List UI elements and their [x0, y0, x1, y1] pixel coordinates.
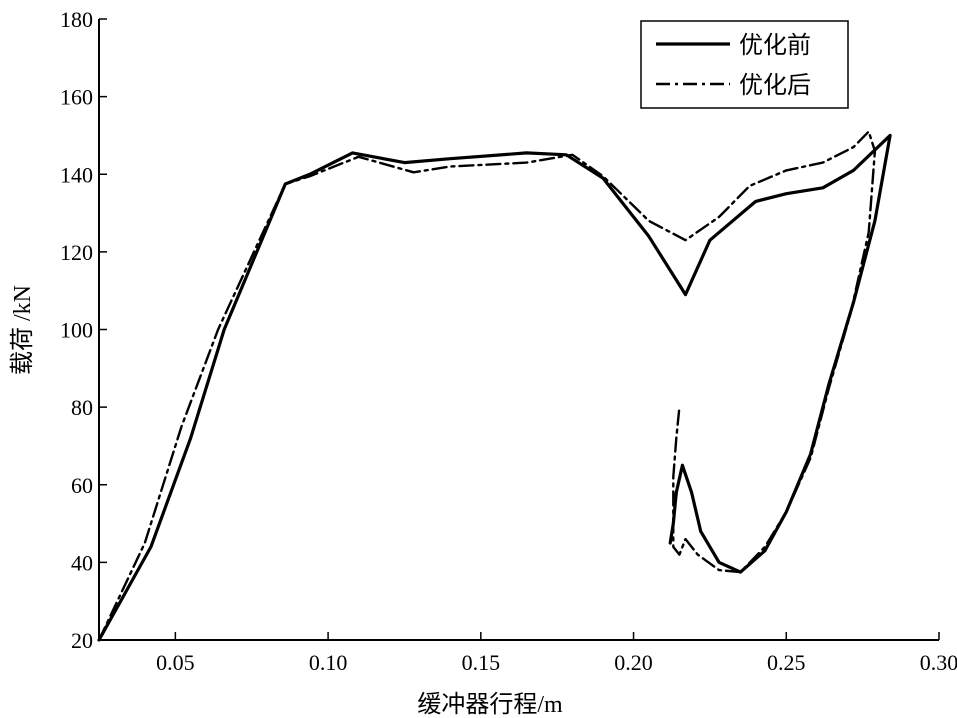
axes: 20 40 60 80 100 120 140 160 180 0.05 0.10 0.15 0.20 0…	[60, 7, 957, 675]
legend-label-before: 优化前	[739, 32, 811, 59]
x-tick-label: 0.25	[767, 650, 806, 675]
legend-box	[640, 20, 849, 109]
legend: 优化前 优化后	[640, 20, 849, 109]
x-tick-label: 0.05	[156, 650, 195, 675]
x-tick-label: 0.20	[614, 650, 653, 675]
y-tick-label: 20	[71, 628, 93, 653]
y-tick-label: 120	[60, 240, 93, 265]
x-tick-label: 0.15	[462, 650, 501, 675]
series-line-before	[97, 133, 892, 642]
y-axis-label: 载荷 /kN	[9, 285, 36, 375]
x-tick-label: 0.10	[309, 650, 348, 675]
y-tick-label: 140	[60, 162, 93, 187]
x-axis-label: 缓冲器行程/m	[417, 691, 563, 718]
series-line-after	[97, 130, 877, 642]
y-tick-label: 60	[71, 473, 93, 498]
y-tick-label: 100	[60, 318, 93, 343]
y-tick-label: 180	[60, 7, 93, 32]
y-tick-label: 80	[71, 395, 93, 420]
series-layer	[97, 130, 892, 642]
x-tick-label: 0.30	[920, 650, 957, 675]
y-tick-label: 160	[60, 85, 93, 110]
y-tick-label: 40	[71, 550, 93, 575]
legend-label-after: 优化后	[739, 72, 811, 99]
